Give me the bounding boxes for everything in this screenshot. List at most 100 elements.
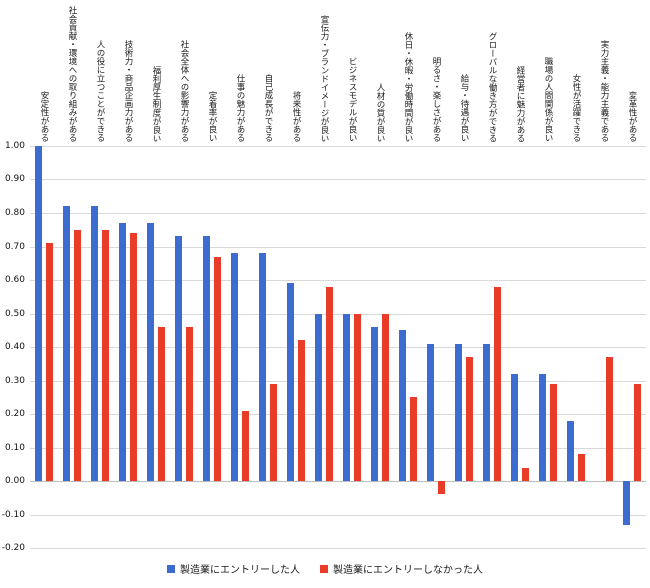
category-label: 将来性がある: [291, 91, 301, 142]
bar-not-entried: [242, 410, 249, 481]
category-label: 自己成長ができる: [263, 74, 273, 142]
bar-group: [534, 146, 562, 548]
zero-gridline: [30, 481, 646, 482]
bar-entried: [371, 326, 378, 481]
category-label-cell: 職場の人間関係が良い: [534, 4, 562, 142]
category-label: 社会貢献・環境への取り組みがある: [67, 6, 77, 142]
category-label-cell: 将来性がある: [282, 4, 310, 142]
legend-item: 製造業にエントリーしなかった人: [320, 561, 483, 576]
bar-group: [226, 146, 254, 548]
bar-not-entried: [130, 233, 137, 481]
category-label: 職場の人間関係が良い: [543, 57, 553, 142]
chart-body: 1.00 0.90 0.80 0.70 0.60 0.50 0.40 0.30 0.20 0.10…: [0, 141, 650, 553]
category-label: 人材の質が良い: [375, 82, 385, 143]
bar-entried: [623, 481, 630, 525]
bar-not-entried: [298, 340, 305, 481]
category-label-cell: 自己成長ができる: [254, 4, 282, 142]
bar-not-entried: [382, 313, 389, 481]
category-label-cell: 給与・待遇が良い: [450, 4, 478, 142]
bar-group: [170, 146, 198, 548]
y-tick-label: 0.90: [4, 174, 25, 185]
legend-item: 製造業にエントリーした人: [167, 561, 300, 576]
bar-group: [366, 146, 394, 548]
bar-entried: [175, 236, 182, 481]
bar-group: [478, 146, 506, 548]
bar-not-entried: [522, 467, 529, 481]
gridline: [30, 347, 646, 348]
category-label-cell: 社会全体への影響力がある: [170, 4, 198, 142]
bar-group: [114, 146, 142, 548]
legend-label: 製造業にエントリーしなかった人: [333, 565, 483, 576]
bar-group: [86, 146, 114, 548]
bar-entried: [119, 223, 126, 481]
gridline: [30, 246, 646, 248]
bar-entried: [343, 313, 350, 481]
gridline: [30, 380, 646, 382]
bar-entried: [203, 236, 210, 481]
bar-entried: [63, 206, 70, 481]
category-label-cell: 人の役に立つことができる: [86, 4, 114, 142]
category-label: 人の役に立つことができる: [95, 40, 105, 142]
gridline: [30, 279, 646, 281]
category-label: 変革性がある: [627, 91, 637, 142]
legend: 製造業にエントリーした人 製造業にエントリーしなかった人: [0, 561, 650, 576]
category-label: 技術力・商品企画力がある: [123, 40, 133, 142]
category-label: ビジネスモデルが良い: [347, 57, 357, 142]
bar-group: [310, 146, 338, 548]
bar-not-entried: [186, 326, 193, 481]
y-tick-label: 0.70: [4, 241, 25, 252]
bar-not-entried: [494, 286, 501, 481]
category-label: 安定性がある: [39, 91, 49, 142]
bar-not-entried: [214, 256, 221, 481]
category-label: 休日・休暇・労働時間が良い: [403, 31, 413, 143]
category-label-cell: 福利厚生制度が良い: [142, 4, 170, 143]
y-tick-label: 1.00: [4, 141, 25, 151]
bar-group: [282, 146, 310, 548]
bar-group: [198, 146, 226, 548]
plot-area: [30, 146, 646, 549]
bar-group: [254, 146, 282, 548]
gridline: [30, 212, 646, 214]
y-tick-label: -0.10: [1, 509, 25, 520]
y-tick-label: 0.50: [4, 308, 25, 319]
bar-entried: [259, 253, 266, 481]
gridline: [30, 146, 646, 147]
category-label-cell: 宣伝力・ブランドイメージが良い: [310, 4, 338, 143]
bar-not-entried: [270, 383, 277, 481]
bar-not-entried: [410, 397, 417, 481]
bar-group: [562, 146, 590, 548]
bar-entried: [287, 283, 294, 481]
y-tick-label: 0.20: [4, 408, 25, 419]
category-label-cell: 変革性がある: [618, 4, 646, 142]
category-label: 給与・待遇が良い: [459, 74, 469, 142]
bar-group: [394, 146, 422, 548]
bar-group: [338, 146, 366, 548]
bar-group: [618, 146, 646, 548]
y-tick-label: 0.00: [4, 476, 25, 486]
bar-not-entried: [578, 454, 585, 481]
category-label-cell: 技術力・商品企画力がある: [114, 4, 142, 142]
category-label-cell: ビジネスモデルが良い: [338, 4, 366, 142]
y-tick-label: 0.40: [4, 342, 25, 352]
bar-entried: [455, 343, 462, 481]
category-label: 明るさ・楽しさがある: [431, 57, 441, 142]
category-label-cell: 経営者に魅力がある: [506, 4, 534, 143]
bar-not-entried: [46, 243, 53, 481]
y-tick-label: 0.80: [4, 207, 25, 218]
category-label-cell: 明るさ・楽しさがある: [422, 4, 450, 142]
bar-group: [506, 146, 534, 548]
bar-entried: [427, 343, 434, 481]
category-label-cell: 休日・休暇・労働時間が良い: [394, 4, 422, 143]
gridline: [30, 313, 646, 315]
bar-not-entried: [466, 357, 473, 481]
category-label: 実力主義・能力主義である: [599, 40, 609, 142]
category-label-cell: 実力主義・能力主義である: [590, 4, 618, 142]
bar-not-entried: [326, 286, 333, 481]
bar-entried: [539, 373, 546, 481]
gridline: [30, 548, 646, 549]
category-labels-row: 安定性がある 社会貢献・環境への取り組みがある 人の役に立つことができる 技術力・商品…: [30, 4, 646, 142]
bar-entried: [35, 146, 42, 481]
category-label: 定着率が良い: [207, 91, 217, 142]
bar-group: [450, 146, 478, 548]
category-label-cell: 定着率が良い: [198, 4, 226, 142]
